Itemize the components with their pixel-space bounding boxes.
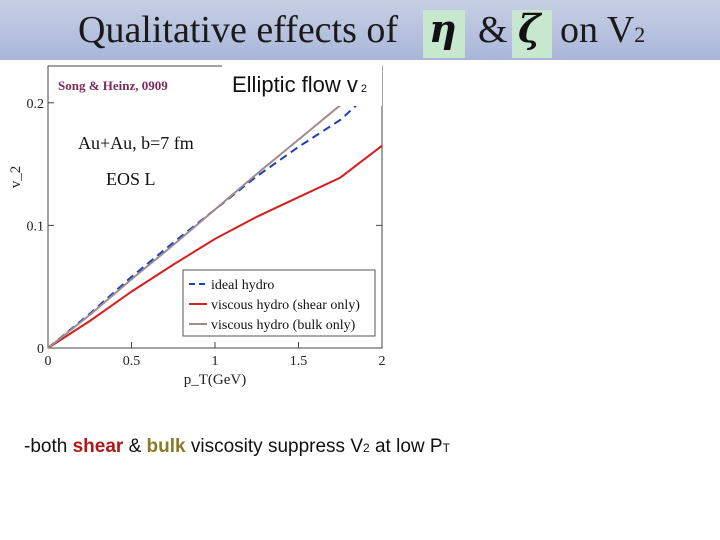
series-line-1 — [47, 144, 383, 349]
y-axis-label: v_2 — [8, 166, 24, 189]
eta-symbol: η — [429, 6, 457, 51]
bullet-v2: V — [350, 436, 364, 457]
bullet-part2: viscosity suppress — [185, 436, 351, 457]
x-tick-label: 2 — [379, 354, 386, 369]
title-subscript: 2 — [634, 22, 646, 47]
title-on: on V — [560, 9, 635, 51]
legend-label: ideal hydro — [211, 278, 274, 293]
chart-legend: ideal hydro viscous hydro (shear only) vis… — [182, 269, 376, 337]
chart-series — [47, 70, 383, 349]
zeta-symbol: ζ — [518, 6, 541, 51]
bullet-point: -both shear & bulk viscosity suppress V2… — [24, 436, 450, 458]
y-tick-label: 0.1 — [27, 219, 45, 234]
x-tick-label: 0 — [45, 354, 52, 369]
title-suffix: on V2 — [560, 8, 645, 52]
bullet-pt: P — [429, 436, 443, 457]
slide-title: Qualitative effects of η & ζ on V2 — [0, 6, 720, 58]
series-line-2 — [47, 70, 383, 349]
x-tick-label: 0.5 — [123, 354, 141, 369]
subtitle-subscript: 2 — [360, 83, 368, 95]
x-tick-label: 1 — [212, 354, 219, 369]
bullet-v2-sub: 2 — [363, 441, 370, 455]
bullet-shear: shear — [72, 436, 124, 457]
bullet-part1: -both — [24, 436, 73, 457]
subtitle-main: Elliptic flow v — [232, 72, 358, 97]
title-prefix: Qualitative effects of — [78, 9, 399, 51]
citation: Song & Heinz, 0909 — [58, 78, 168, 93]
bullet-amp: & — [123, 436, 147, 457]
y-tick-label: 0.2 — [27, 97, 45, 112]
title-bar — [0, 0, 720, 60]
bullet-pt-sub: T — [442, 441, 450, 455]
bullet-part3: at low — [369, 436, 430, 457]
legend-label: viscous hydro (bulk only) — [211, 318, 356, 333]
subtitle-box — [222, 64, 382, 106]
legend-label: viscous hydro (shear only) — [211, 298, 360, 313]
eta-box — [423, 10, 465, 58]
chart-annotation: Au+Au, b=7 fm — [78, 133, 194, 153]
series-line-0 — [47, 81, 383, 349]
bullet-bulk: bulk — [146, 436, 186, 457]
y-tick-label: 0 — [37, 342, 44, 357]
x-tick-label: 1.5 — [290, 354, 308, 369]
legend-box — [182, 269, 376, 337]
zeta-box — [512, 10, 552, 58]
x-axis-label: p_T(GeV) — [184, 372, 246, 388]
chart-annotation: EOS L — [106, 169, 156, 189]
title-amp: & — [478, 9, 508, 51]
